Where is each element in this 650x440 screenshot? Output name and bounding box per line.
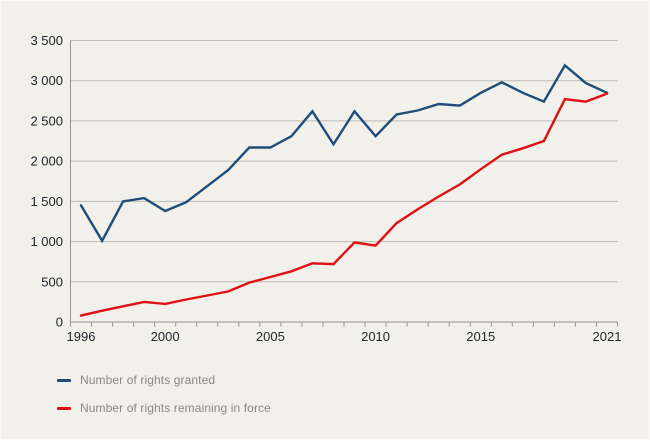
y-axis-label: 3 500 <box>30 33 63 48</box>
chart-legend: Number of rights granted Number of right… <box>57 372 271 428</box>
legend-item-rights-granted: Number of rights granted <box>57 372 271 388</box>
x-axis-label: 2000 <box>151 329 180 344</box>
line-chart-plot-area: 0 500 1 000 1 500 2 000 2 500 3 000 3 500 1996 20… <box>30 33 622 344</box>
x-axis-label: 2015 <box>466 329 495 344</box>
series-line-rights-granted <box>79 63 609 244</box>
legend-label-rights-remaining: Number of rights remaining in force <box>80 401 271 415</box>
x-axis-label: 2005 <box>256 329 285 344</box>
y-axis-label: 3 000 <box>30 73 63 88</box>
y-axis-label: 2 000 <box>30 154 63 169</box>
y-axis-label: 0 <box>56 315 63 330</box>
y-axis-label: 2 500 <box>30 113 63 128</box>
legend-item-rights-remaining: Number of rights remaining in force <box>57 400 271 416</box>
y-axis-label: 1 000 <box>30 234 63 249</box>
y-axis-label: 1 500 <box>30 194 63 209</box>
x-axis-label: 2021 <box>593 329 622 344</box>
legend-swatch-rights-remaining <box>57 406 71 410</box>
legend-label-rights-granted: Number of rights granted <box>80 373 216 387</box>
legend-swatch-rights-granted <box>57 378 71 382</box>
series-line-rights-remaining <box>79 92 609 317</box>
y-axis-label: 500 <box>41 274 63 289</box>
x-axis-label: 2010 <box>361 329 390 344</box>
x-axis-label: 1996 <box>67 329 96 344</box>
